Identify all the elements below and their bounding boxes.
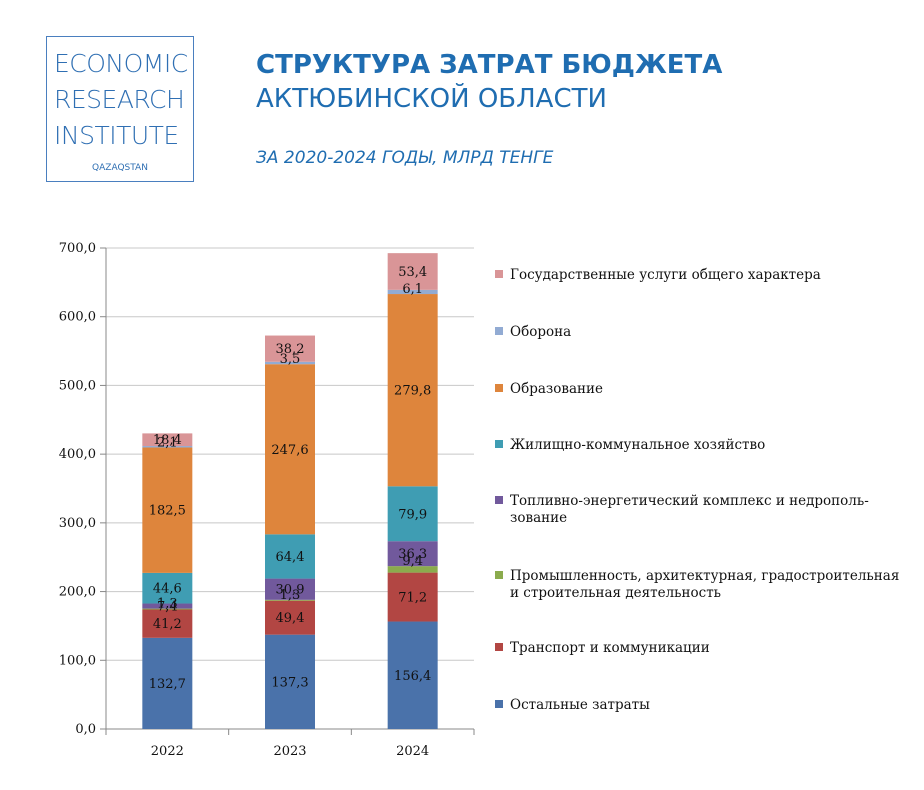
logo: ECONOMIC RESEARCH INSTITUTE QAZAQSTAN [46, 36, 194, 182]
bar-segment [142, 447, 193, 573]
data-label: 132,7 [149, 677, 186, 692]
data-label: 18,4 [153, 433, 182, 448]
y-tick-label: 500,0 [59, 378, 96, 393]
data-label: 247,6 [271, 443, 308, 458]
legend-label: зование [510, 510, 567, 526]
legend-swatch [495, 270, 503, 278]
data-label: 38,2 [276, 342, 305, 357]
chart-subtitle: ЗА 2020-2024 ГОДЫ, МЛРД ТЕНГЕ [256, 148, 554, 168]
y-tick-label: 300,0 [59, 516, 96, 531]
bar-segment [387, 294, 438, 487]
y-tick-label: 0,0 [75, 722, 96, 737]
data-label: 3,5 [280, 352, 301, 367]
legend-swatch [495, 643, 503, 651]
bar-segment [142, 572, 193, 604]
axis-layer: 0,0 100,0 200,0 300,0 400,0 500,0 600,0 700,0 20… [59, 241, 475, 759]
data-label: 6,1 [402, 282, 423, 297]
logo-line-institute: INSTITUTE [54, 121, 179, 150]
bar-segment [142, 608, 193, 610]
legend-label: Государственные услуги общего характера [510, 267, 821, 283]
logo-line-research: RESEARCH [54, 85, 185, 114]
bar-segment [387, 289, 438, 295]
legend-label: Жилищно-коммунальное хозяйство [510, 437, 765, 453]
bar-segment [387, 572, 438, 622]
legend-label: Остальные затраты [510, 697, 650, 713]
legend-label: Промышленность, архитектурная, градостро… [510, 568, 899, 584]
bar-segment [265, 578, 315, 600]
bar-segment [265, 634, 315, 729]
data-label: 53,4 [398, 265, 427, 280]
data-label: 71,2 [398, 591, 427, 606]
data-label: 156,4 [394, 669, 431, 684]
data-label: 64,4 [276, 550, 305, 565]
x-tick-label: 2023 [273, 744, 306, 759]
bar-segment [387, 253, 438, 290]
legend-swatch [495, 384, 503, 392]
y-tick-label: 400,0 [59, 447, 96, 462]
legend-swatch [495, 327, 503, 335]
data-label: 1,3 [157, 597, 178, 612]
data-label: 30,9 [276, 583, 305, 598]
bar-segment [265, 599, 315, 601]
legend-swatch [495, 700, 503, 708]
data-label: 9,4 [402, 554, 423, 569]
chart-title-line1: СТРУКТУРА ЗАТРАТ БЮДЖЕТА [256, 50, 723, 80]
bar-segment [387, 541, 438, 567]
legend-swatch [495, 571, 503, 579]
legend-label: Образование [510, 381, 603, 397]
data-label: 49,4 [276, 611, 305, 626]
logo-sub: QAZAQSTAN [92, 163, 148, 173]
legend-label: Транспорт и коммуникации [510, 640, 710, 656]
bar-segment [387, 566, 438, 573]
y-tick-label: 600,0 [59, 310, 96, 325]
legend-label: Оборона [510, 324, 571, 340]
x-tick-label: 2024 [396, 744, 429, 759]
bar-segment [265, 335, 315, 362]
y-tick-label: 100,0 [59, 653, 96, 668]
bar-segment [142, 433, 193, 447]
chart-title-line2: АКТЮБИНСКОЙ ОБЛАСТИ [256, 84, 607, 114]
bar-layer [142, 253, 438, 729]
data-label: 182,5 [149, 504, 186, 519]
label-layer: 132,741,21,37,444,6182,52,118,4137,349,4… [149, 265, 432, 692]
bar-segment [142, 637, 193, 729]
bar-segment [142, 446, 193, 448]
bar-segment [265, 534, 315, 579]
legend-swatch [495, 440, 503, 448]
logo-line-economic: ECONOMIC [54, 49, 188, 78]
bar-segment [265, 600, 315, 635]
data-label: 36,3 [398, 547, 427, 562]
x-tick-label: 2022 [151, 744, 184, 759]
data-label: 79,9 [398, 507, 427, 522]
data-label: 44,6 [153, 582, 182, 597]
bar-segment [387, 621, 438, 729]
data-label: 279,8 [394, 384, 431, 399]
bar-segment [142, 603, 193, 609]
data-label: 2,1 [157, 435, 178, 450]
data-label: 1,3 [280, 588, 301, 603]
y-tick-label: 700,0 [59, 241, 96, 256]
legend-label: Топливно-энергетический комплекс и недро… [510, 493, 869, 509]
bar-segment [265, 364, 315, 535]
y-tick-label: 200,0 [59, 585, 96, 600]
bar-segment [265, 361, 315, 365]
legend: Государственные услуги общего характера О… [495, 267, 899, 713]
legend-label: и строительная деятельность [510, 585, 721, 601]
data-label: 41,2 [153, 617, 182, 632]
legend-swatch [495, 496, 503, 504]
bar-segment [387, 486, 438, 542]
data-label: 137,3 [271, 675, 308, 690]
bar-segment [142, 609, 193, 638]
data-label: 7,4 [157, 600, 178, 615]
